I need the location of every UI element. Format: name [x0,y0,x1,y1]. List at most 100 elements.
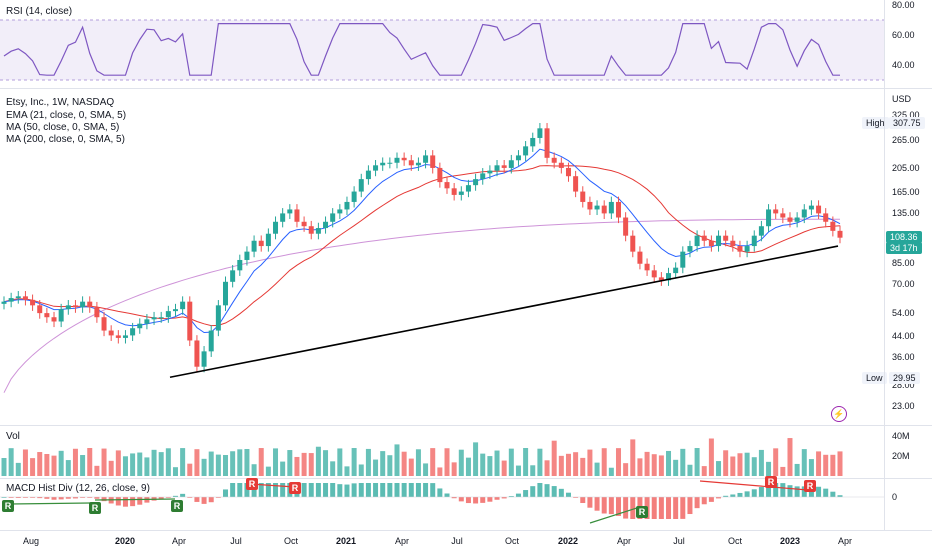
candle-body [330,213,336,222]
volume-bar [380,451,386,476]
candle-body [430,155,436,168]
macd-bar [265,483,271,497]
candle-body [208,330,214,352]
volume-bar [208,451,214,476]
candle-body [444,182,450,189]
volume-bar [287,450,293,476]
volume-bar [251,464,257,476]
candle-body [230,270,236,282]
candle-body [666,273,672,281]
macd-bar [487,497,493,502]
macd-bar [501,497,507,499]
candle-body [122,335,128,338]
volume-bar [394,444,400,476]
volume-bar [65,460,71,476]
divergence-marker: R [289,482,301,494]
macd-bar [680,497,686,519]
volume-bar [308,453,314,476]
macd-divergence-line [9,502,91,505]
macd-bar [122,497,128,507]
macd-tick: 0 [892,492,898,502]
candle-body [258,240,264,247]
candle-body [623,217,629,236]
volume-bar [401,451,407,476]
candle-body [180,301,186,310]
chart-canvas [0,19,884,524]
volume-bar [666,450,672,476]
macd-bar [430,483,436,497]
macd-bar [687,497,693,515]
low-label: Low [862,372,887,384]
macd-bar [473,497,479,504]
macd-bar [458,497,464,502]
candle-body [365,170,371,180]
macd-bar [80,497,86,498]
volume-bar [630,439,636,476]
macd-bar [273,483,279,497]
divergence-marker: R [765,476,777,488]
macd-bar [830,491,836,497]
macd-bar [194,497,200,502]
candle-body [294,209,300,222]
lightning-icon[interactable]: ⚡ [831,406,847,422]
candle-body [423,155,429,163]
candle-body [508,160,514,168]
macd-bar [380,483,386,497]
volume-bar [737,453,743,476]
candle-body [108,330,114,336]
candle-body [458,191,464,195]
volume-bar [387,455,393,476]
volume-bar [1,458,7,476]
currency-label: USD [892,94,912,104]
candle-body [651,270,657,278]
volume-bar [551,440,557,476]
candle-body [315,228,321,234]
candle-body [265,233,271,247]
x-tick: Apr [616,536,632,546]
macd-bar [101,497,107,502]
divergence-marker: R [171,500,183,512]
candle-body [115,335,121,338]
volume-bar [201,458,207,476]
divergence-marker: R [636,506,648,518]
candle-body [1,301,7,304]
rsi-tick: 40.00 [892,60,915,70]
macd-bar [580,497,586,504]
volume-bar [258,448,264,476]
candle-body [780,213,786,218]
candle-body [158,317,164,319]
volume-bar [651,454,657,476]
macd-bar [373,483,379,497]
x-tick: Oct [283,536,299,546]
volume-bar [223,455,229,476]
macd-bar [158,497,164,500]
candle-body [201,351,207,367]
volume-bar [794,463,800,476]
volume-bar [158,452,164,476]
volume-bar [194,449,200,476]
price-tick: 54.00 [892,308,915,318]
volume-bar [530,465,536,476]
countdown-tag: 3d 17h [886,242,922,254]
volume-bar [365,448,371,476]
divergence-marker: R [2,500,14,512]
volume-bar [787,438,793,476]
volume-bar [680,448,686,476]
rsi-title: RSI (14, close) [6,6,73,17]
volume-bar [623,463,629,476]
volume-bar [294,456,300,476]
volume-bar [265,466,271,476]
macd-title: MACD Hist Div (12, 26, close, 9) [6,483,150,494]
macd-bar [58,497,64,500]
macd-bar [780,483,786,497]
volume-bar [180,448,186,476]
macd-bar [673,497,679,519]
macd-bar [87,497,93,498]
macd-bar [558,488,564,497]
candle-body [22,296,28,300]
macd-bar [773,483,779,497]
macd-bar [223,489,229,497]
candle-body [87,301,93,308]
candle-body [587,201,593,210]
macd-bar [137,497,143,505]
